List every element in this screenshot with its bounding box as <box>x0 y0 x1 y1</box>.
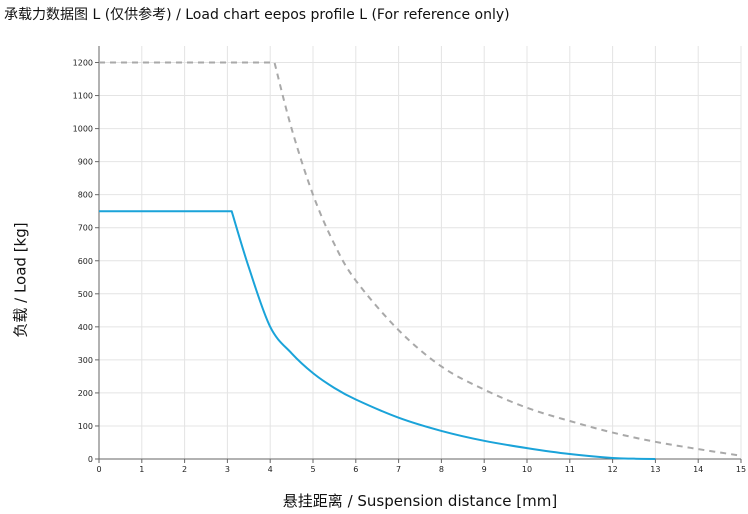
x-tick-label: 7 <box>396 465 401 474</box>
y-tick-label: 100 <box>78 422 93 431</box>
y-tick-label: 1200 <box>73 59 93 68</box>
x-tick-label: 6 <box>353 465 358 474</box>
x-tick-label: 10 <box>522 465 532 474</box>
y-tick-label: 300 <box>78 356 93 365</box>
x-tick-label: 4 <box>268 465 273 474</box>
series-line-dashed <box>99 61 742 457</box>
y-tick-label: 800 <box>78 191 93 200</box>
x-tick-label: 0 <box>96 465 101 474</box>
y-tick-label: 400 <box>78 323 93 332</box>
x-tick-label: 12 <box>608 465 618 474</box>
y-tick-label: 0 <box>88 455 93 464</box>
x-tick-label: 2 <box>182 465 187 474</box>
y-tick-label: 900 <box>78 158 93 167</box>
y-tick-label: 500 <box>78 290 93 299</box>
series-line-solid <box>99 210 656 460</box>
y-tick-label: 1100 <box>73 92 93 101</box>
y-tick-label: 1000 <box>73 125 93 134</box>
x-tick-label: 1 <box>139 465 144 474</box>
x-tick-label: 14 <box>693 465 703 474</box>
x-tick-label: 13 <box>650 465 660 474</box>
y-tick-label: 700 <box>78 224 93 233</box>
chart-title: 承载力数据图 L (仅供参考) / Load chart eepos profi… <box>4 7 510 23</box>
x-tick-label: 3 <box>225 465 230 474</box>
x-tick-label: 9 <box>482 465 487 474</box>
x-tick-label: 5 <box>310 465 315 474</box>
y-tick-label: 600 <box>78 257 93 266</box>
x-tick-label: 15 <box>736 465 746 474</box>
x-tick-label: 8 <box>439 465 444 474</box>
y-tick-label: 200 <box>78 389 93 398</box>
x-tick-label: 11 <box>565 465 575 474</box>
x-axis-label: 悬挂距离 / Suspension distance [mm] <box>282 492 558 510</box>
